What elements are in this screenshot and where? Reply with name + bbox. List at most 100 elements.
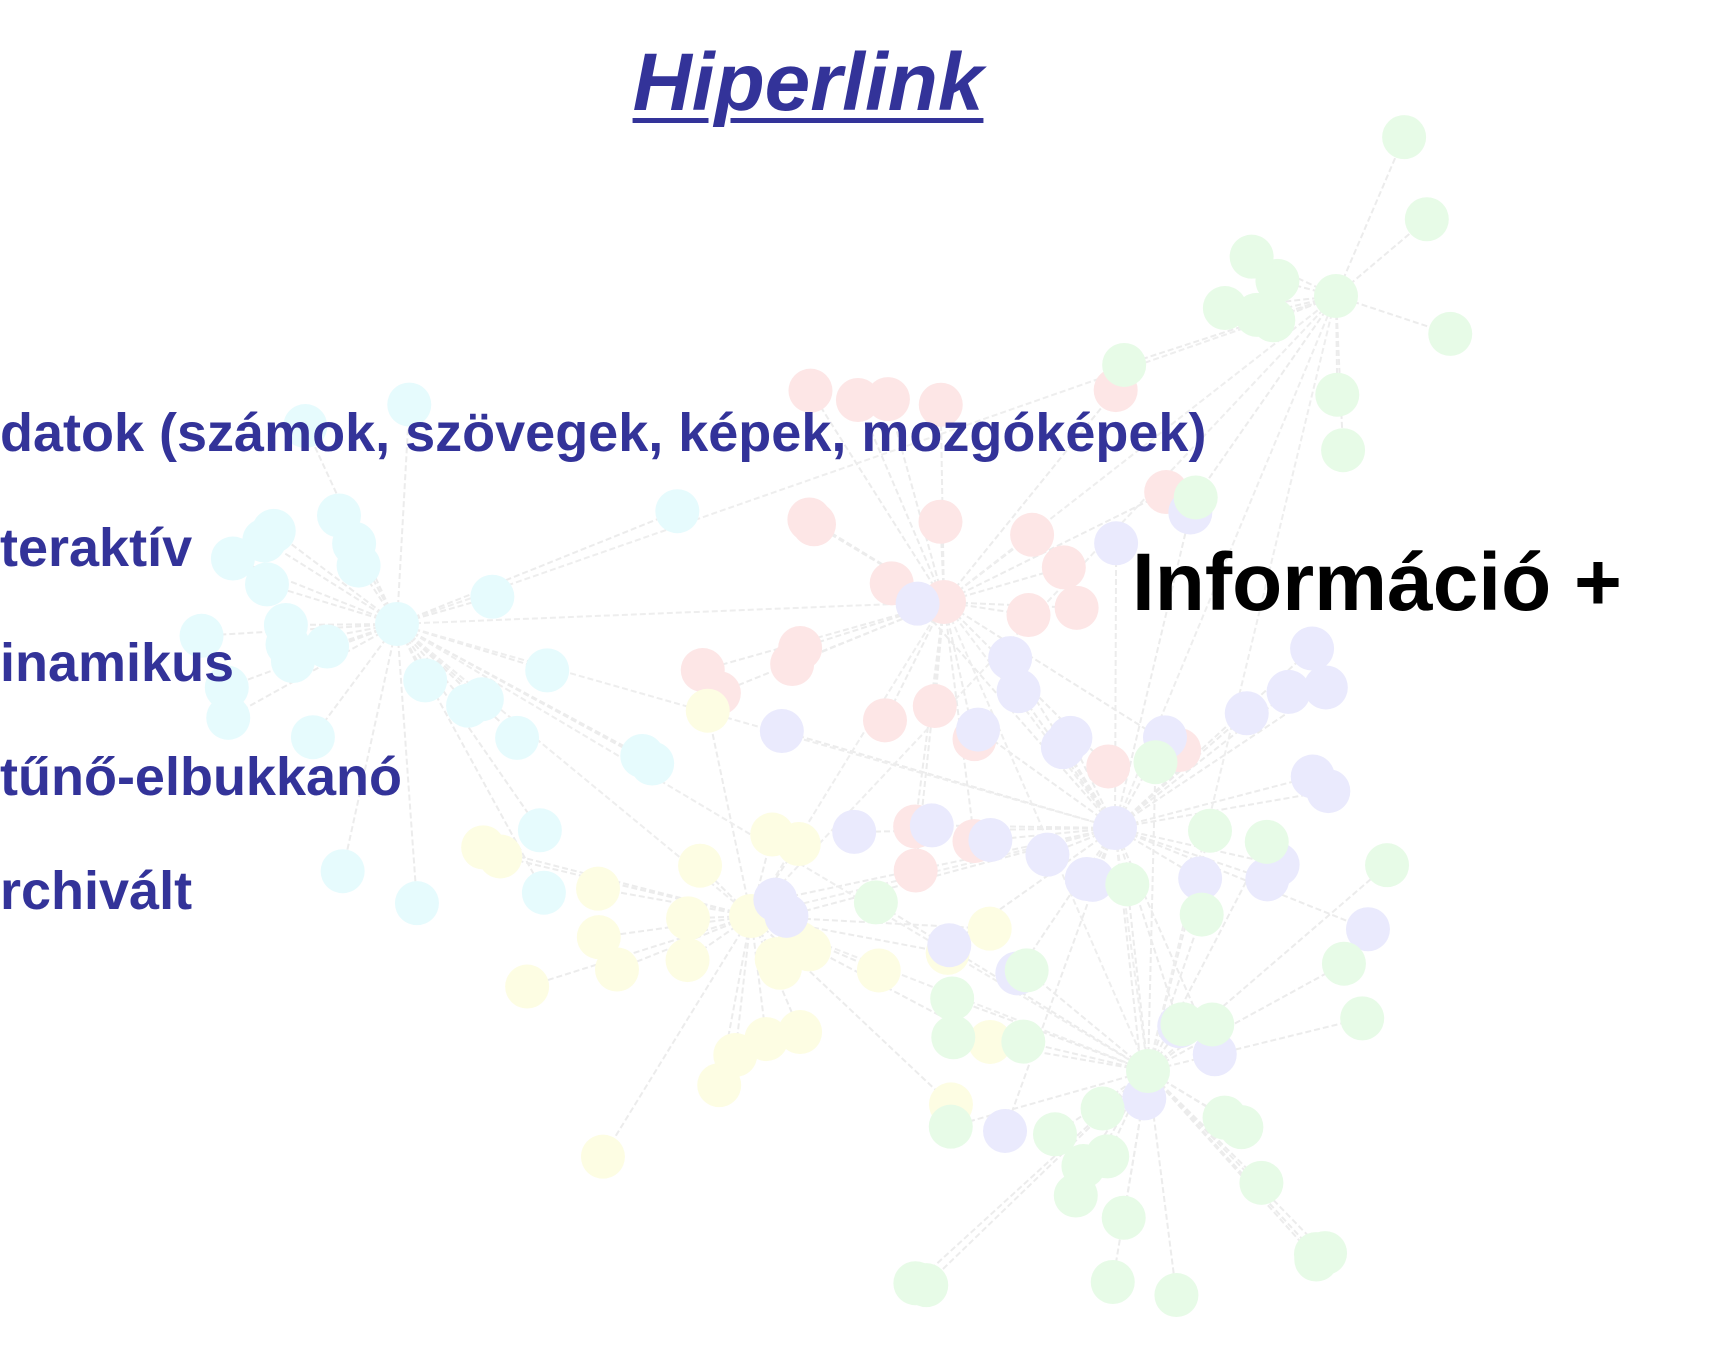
- network-node: [395, 881, 439, 925]
- network-node: [245, 562, 289, 606]
- network-node: [630, 742, 674, 786]
- network-node: [522, 871, 566, 915]
- list-item: inamikus: [0, 632, 234, 694]
- network-node: [750, 813, 794, 857]
- network-edge: [1336, 137, 1404, 296]
- network-node: [1322, 942, 1366, 986]
- network-node: [666, 938, 710, 982]
- network-node: [1314, 274, 1358, 318]
- network-node: [1055, 586, 1099, 630]
- list-item: teraktív: [0, 517, 192, 579]
- network-node: [470, 575, 514, 619]
- network-node: [1154, 1273, 1198, 1317]
- network-node: [1365, 843, 1409, 887]
- network-node: [266, 622, 310, 666]
- network-node: [1315, 373, 1359, 417]
- network-node: [252, 509, 296, 553]
- network-node: [666, 896, 710, 940]
- network-node: [1294, 1232, 1338, 1276]
- network-node: [1239, 1161, 1283, 1205]
- network-node: [1054, 1174, 1098, 1218]
- network-node: [997, 669, 1041, 713]
- network-edge: [1027, 970, 1148, 1071]
- network-node: [918, 500, 962, 544]
- network-node: [894, 848, 938, 892]
- network-edge: [1148, 762, 1156, 1071]
- list-item: datok (számok, szövegek, képek, mozgókép…: [0, 402, 1206, 464]
- network-node: [1091, 1260, 1135, 1304]
- network-node: [655, 489, 699, 533]
- slide: Hiperlink datok (számok, szövegek, képek…: [0, 0, 1731, 1366]
- network-node: [1065, 857, 1109, 901]
- network-node: [1245, 820, 1289, 864]
- network-node: [576, 867, 620, 911]
- network-node: [713, 1033, 757, 1077]
- network-node: [681, 648, 725, 692]
- network-node: [321, 849, 365, 893]
- network-node: [1102, 343, 1146, 387]
- network-node: [832, 810, 876, 854]
- network-node: [760, 709, 804, 753]
- network-node: [525, 648, 569, 692]
- network-node: [1340, 996, 1384, 1040]
- network-node: [896, 582, 940, 626]
- network-node: [1203, 286, 1247, 330]
- network-node: [1225, 691, 1269, 735]
- network-node: [461, 825, 505, 869]
- network-node: [518, 808, 562, 852]
- network-node: [505, 965, 549, 1009]
- network-node: [910, 803, 954, 847]
- network-node: [857, 948, 901, 992]
- network-node: [375, 602, 419, 646]
- network-node: [1291, 755, 1335, 799]
- network-node: [753, 878, 797, 922]
- network-node: [983, 1109, 1027, 1153]
- network-node: [787, 498, 831, 542]
- network-node: [1188, 809, 1232, 853]
- network-node: [1081, 1087, 1125, 1131]
- network-node: [927, 923, 971, 967]
- network-node: [1290, 627, 1334, 671]
- network-node: [446, 684, 490, 728]
- network-node: [495, 716, 539, 760]
- network-node: [1203, 1096, 1247, 1140]
- network-node: [1042, 545, 1086, 589]
- network-node: [1102, 1196, 1146, 1240]
- network-node: [581, 1135, 625, 1179]
- network-node: [206, 696, 250, 740]
- network-node: [686, 689, 730, 733]
- network-edge: [397, 511, 677, 624]
- slide-title: Hiperlink: [0, 36, 1616, 130]
- network-node: [1086, 744, 1130, 788]
- network-node: [1174, 475, 1218, 519]
- network-node: [1321, 428, 1365, 472]
- network-node: [904, 1263, 948, 1307]
- network-node: [1105, 862, 1149, 906]
- network-node: [1267, 670, 1311, 714]
- network-node: [305, 625, 349, 669]
- network-edge: [1115, 828, 1179, 1026]
- network-node: [854, 880, 898, 924]
- network-node: [1405, 197, 1449, 241]
- network-node: [1025, 833, 1069, 877]
- network-node: [1134, 740, 1178, 784]
- network-node: [1160, 1002, 1204, 1046]
- network-node: [1126, 1049, 1170, 1093]
- network-node: [931, 1015, 975, 1059]
- network-node: [1304, 665, 1348, 709]
- network-node: [678, 844, 722, 888]
- network-node: [1001, 1020, 1045, 1064]
- network-node: [1428, 312, 1472, 356]
- network-edge: [527, 916, 751, 987]
- network-node: [1007, 593, 1051, 637]
- network-node: [595, 948, 639, 992]
- network-node: [1093, 806, 1137, 850]
- network-node: [968, 907, 1012, 951]
- network-background: [0, 0, 1731, 1366]
- network-node: [930, 977, 974, 1021]
- network-node: [1005, 948, 1049, 992]
- network-node: [778, 626, 822, 670]
- side-text: Információ +: [1132, 536, 1622, 630]
- network-node: [1048, 716, 1092, 760]
- network-node: [1230, 235, 1274, 279]
